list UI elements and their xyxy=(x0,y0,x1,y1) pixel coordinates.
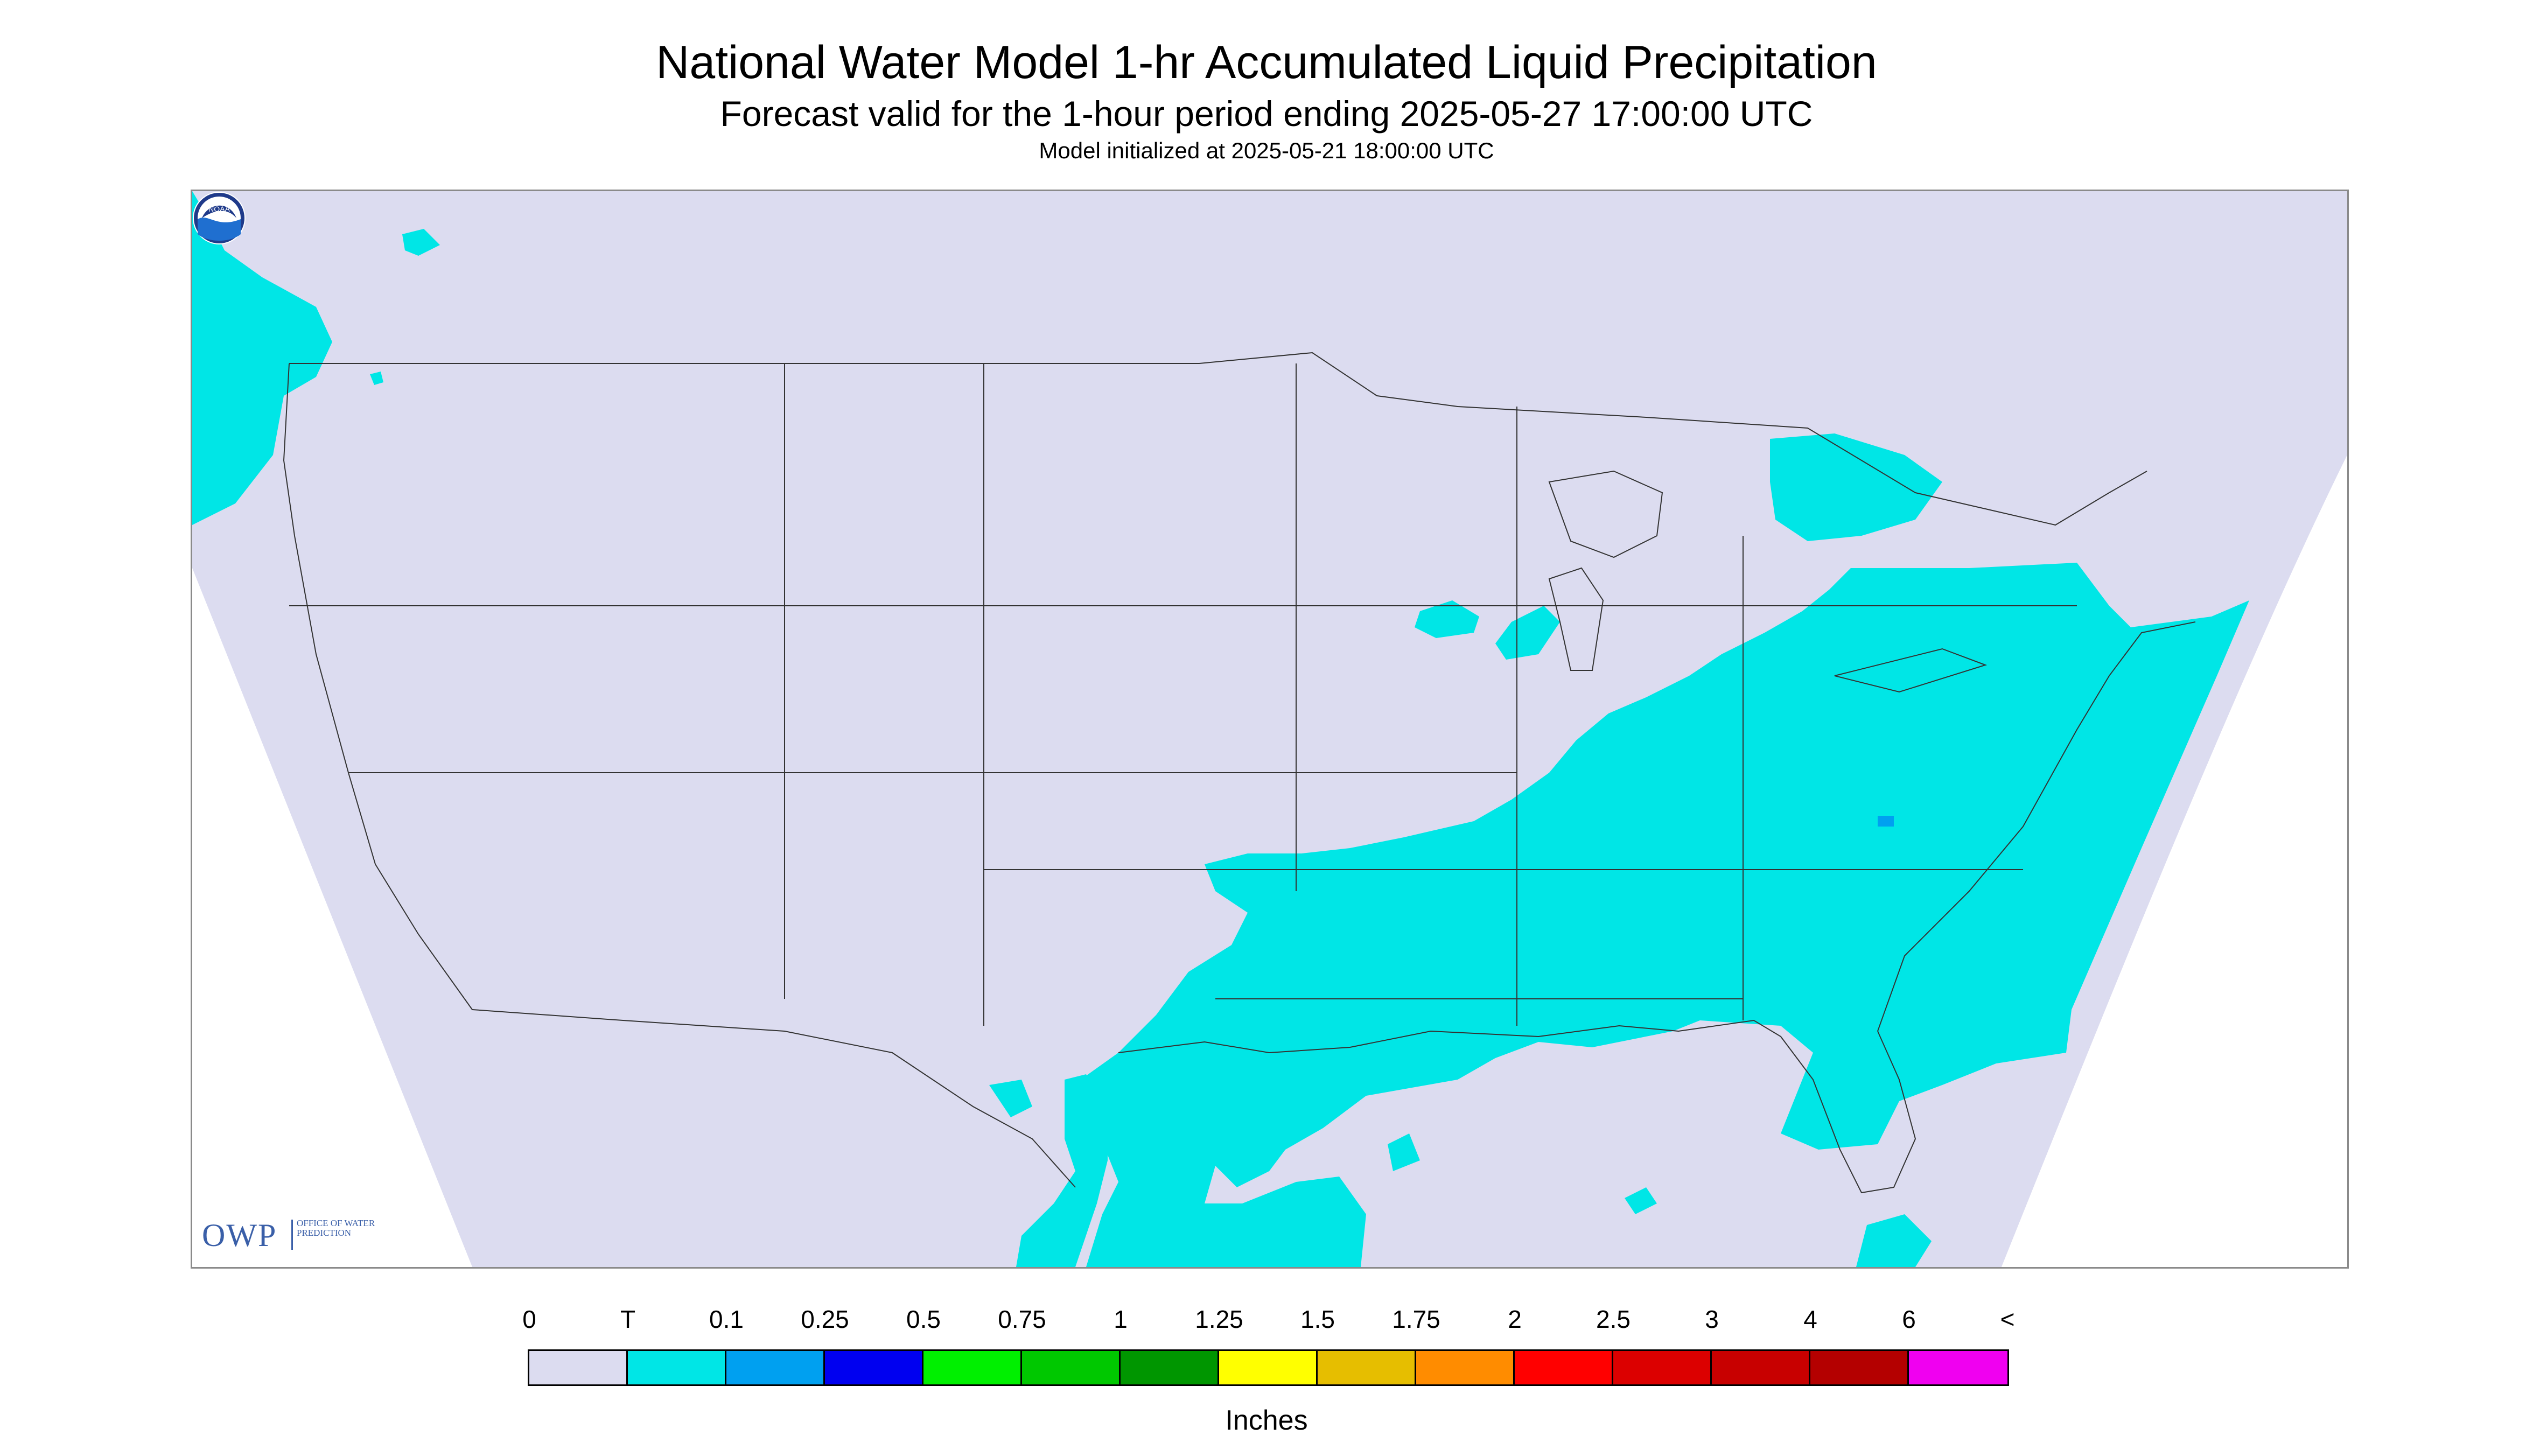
legend-swatch xyxy=(1712,1351,1810,1384)
legend-swatch xyxy=(1909,1351,2007,1384)
owp-logo: OWP OFFICE OF WATER PREDICTION xyxy=(202,1214,385,1257)
legend-label: 2.5 xyxy=(1596,1305,1631,1333)
precip-areas xyxy=(192,191,2249,1267)
legend-label: 0 xyxy=(522,1305,536,1333)
legend-labels: 0 T 0.1 0.25 0.5 0.75 1 1.25 1.5 1.75 2 2.5 3 4 6 < xyxy=(0,1303,2533,1341)
legend-label: 2 xyxy=(1508,1305,1522,1333)
legend-label: 1.25 xyxy=(1195,1305,1243,1333)
outside-domain-right xyxy=(2002,455,2347,1267)
legend-swatch xyxy=(1022,1351,1121,1384)
legend-swatch xyxy=(825,1351,923,1384)
legend-label: 0.25 xyxy=(801,1305,849,1333)
legend-swatch xyxy=(1810,1351,1909,1384)
legend-swatch xyxy=(1416,1351,1515,1384)
boundaries xyxy=(283,352,2196,1194)
legend-swatch xyxy=(628,1351,726,1384)
map-canvas xyxy=(192,191,2347,1267)
map-title: National Water Model 1-hr Accumulated Li… xyxy=(656,37,1877,88)
legend-label: 3 xyxy=(1705,1305,1719,1333)
legend-swatch xyxy=(726,1351,825,1384)
legend-label: T xyxy=(620,1305,636,1333)
legend-swatch xyxy=(1318,1351,1416,1384)
owp-logo-divider xyxy=(291,1220,293,1250)
legend-units: Inches xyxy=(1225,1405,1308,1436)
legend-swatch xyxy=(1219,1351,1318,1384)
legend-swatch xyxy=(1121,1351,1219,1384)
legend-label: 0.5 xyxy=(906,1305,941,1333)
legend-label: 0.75 xyxy=(998,1305,1046,1333)
legend-label: 0.1 xyxy=(709,1305,744,1333)
model-init-line: Model initialized at 2025-05-21 18:00:00… xyxy=(1039,138,1494,163)
outside-domain-left xyxy=(192,568,472,1267)
legend-swatch xyxy=(1613,1351,1712,1384)
noaa-logo-text: NOAA xyxy=(208,205,230,213)
legend-label: 1.5 xyxy=(1300,1305,1335,1333)
legend-colorbar xyxy=(528,1349,2009,1386)
owp-logo-text: OWP xyxy=(202,1217,277,1253)
legend-swatch xyxy=(529,1351,628,1384)
legend-label: 1.75 xyxy=(1392,1305,1440,1333)
owp-logo-subtext: OFFICE OF WATER PREDICTION xyxy=(297,1218,375,1238)
legend-label: < xyxy=(2000,1305,2015,1333)
precipitation-map: OWP OFFICE OF WATER PREDICTION NOAA xyxy=(191,190,2349,1269)
forecast-valid-line: Forecast valid for the 1-hour period end… xyxy=(720,94,1813,134)
legend-label: 1 xyxy=(1114,1305,1128,1333)
noaa-seal-icon: NOAA xyxy=(193,192,246,244)
legend-swatch xyxy=(923,1351,1022,1384)
legend-label: 6 xyxy=(1902,1305,1916,1333)
legend-label: 4 xyxy=(1803,1305,1817,1333)
legend-swatch xyxy=(1515,1351,1613,1384)
